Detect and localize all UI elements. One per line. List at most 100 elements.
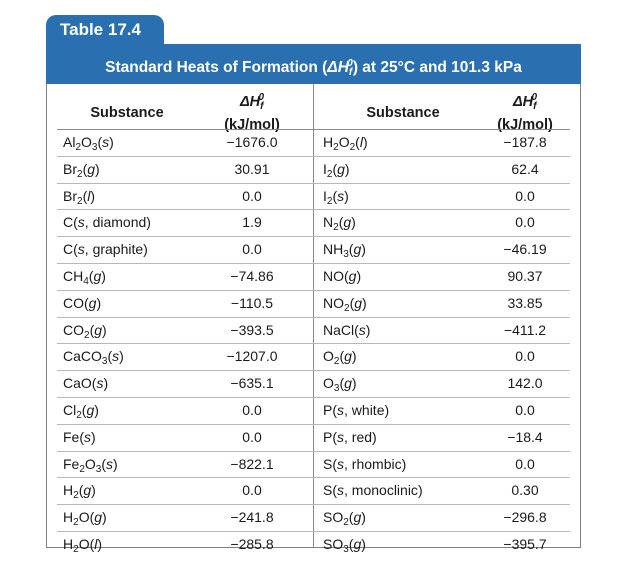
substance-right: NaCl(s) [323, 321, 371, 338]
header-delta-h-left-symbol: ΔH [239, 94, 261, 110]
header-delta-h-right-symbol: ΔH [512, 94, 534, 110]
header-substance-left-label: Substance [90, 105, 164, 121]
delta-h-left: 30.91 [234, 160, 270, 177]
delta-h-left: −635.1 [230, 375, 274, 392]
substance-left: C(s, diamond) [63, 214, 151, 231]
substance-left: Cl2(g) [63, 401, 99, 421]
table-body: Al2O3(s) −1676.0 H2O2(l) −187.8 Br2(g) 30.91 I… [57, 130, 570, 558]
table-title-sup: 0 [347, 58, 353, 69]
substance-right: SO2(g) [323, 509, 366, 529]
delta-h-left: 0.0 [242, 187, 262, 204]
table-label: Table 17.4 [60, 20, 141, 39]
delta-h-left: −74.86 [230, 267, 274, 284]
substance-right: S(s, monoclinic) [323, 482, 423, 499]
delta-h-right: −18.4 [507, 428, 543, 445]
table-row: C(s, diamond) 1.9 N2(g) 0.0 [57, 210, 570, 238]
delta-h-right: 142.0 [507, 375, 543, 392]
delta-h-left: −285.8 [230, 535, 274, 552]
delta-h-left: 0.0 [242, 401, 262, 418]
delta-h-right: 62.4 [511, 160, 539, 177]
delta-h-right: 0.0 [515, 401, 535, 418]
delta-h-left: −110.5 [230, 294, 274, 311]
table-label-tab: Table 17.4 [46, 15, 164, 45]
delta-h-right: 90.37 [507, 267, 543, 284]
delta-h-right: −46.19 [503, 241, 547, 258]
table-row: CaO(s) −635.1 O3(g) 142.0 [57, 371, 570, 398]
delta-h-left: −1676.0 [226, 134, 278, 150]
table-title-suffix: ) at 25°C and 101.3 kPa [352, 59, 522, 76]
table-row: CO2(g) −393.5 NaCl(s) −411.2 [57, 318, 570, 345]
table-row: CaCO3(s) −1207.0 O2(g) 0.0 [57, 344, 570, 372]
table-title-prefix: Standard Heats of Formation ( [105, 59, 328, 76]
substance-right: N2(g) [323, 214, 356, 234]
substance-right: H2O2(l) [323, 134, 368, 153]
substance-left: C(s, graphite) [63, 241, 148, 258]
substance-left: CaO(s) [63, 375, 109, 392]
substance-right: NH3(g) [323, 241, 366, 261]
header-substance-right: Substance [323, 84, 483, 136]
header-delta-h-left: ΔHf0 (kJ/mol) [197, 84, 307, 135]
header-delta-h-left-sub: f [260, 101, 264, 112]
substance-left: CaCO3(s) [63, 348, 124, 368]
substance-right: NO(g) [323, 267, 362, 284]
substance-left: H2O(l) [63, 535, 103, 555]
delta-h-left: 0.0 [242, 482, 262, 499]
table-row: Fe(s) 0.0 P(s, red) −18.4 [57, 425, 570, 452]
delta-h-right: 0.0 [515, 348, 535, 365]
substance-left: CO2(g) [63, 321, 107, 341]
substance-left: Br2(g) [63, 160, 100, 180]
delta-h-right: 0.0 [515, 187, 535, 204]
substance-left: CH4(g) [63, 267, 106, 287]
table-row: H2O(g) −241.8 SO2(g) −296.8 [57, 505, 570, 532]
delta-h-right: −395.7 [503, 535, 547, 552]
table-row: Cl2(g) 0.0 P(s, white) 0.0 [57, 398, 570, 425]
column-divider [313, 84, 314, 547]
table-row: H2(g) 0.0 S(s, monoclinic) 0.30 [57, 478, 570, 506]
substance-right: I2(s) [323, 187, 349, 207]
delta-h-left: −1207.0 [226, 348, 278, 365]
substance-right: SO3(g) [323, 535, 366, 555]
table-title-delta: Δ [327, 59, 338, 76]
delta-h-right: 0.0 [515, 214, 535, 231]
substance-right: O2(g) [323, 348, 357, 368]
header-delta-h-left-sup: 0 [258, 92, 265, 103]
substance-left: CO(g) [63, 294, 102, 311]
substance-left: H2(g) [63, 482, 96, 502]
substance-right: NO2(g) [323, 294, 367, 314]
table-row: C(s, graphite) 0.0 NH3(g) −46.19 [57, 237, 570, 264]
table-row: Al2O3(s) −1676.0 H2O2(l) −187.8 [57, 130, 570, 157]
header-delta-h-right-sub: f [533, 101, 537, 112]
delta-h-right: −187.8 [503, 134, 547, 150]
delta-h-right: 33.85 [507, 294, 543, 311]
substance-left: Fe(s) [63, 428, 96, 445]
delta-h-left: 1.9 [242, 214, 262, 231]
substance-right: O3(g) [323, 375, 357, 395]
delta-h-left: −822.1 [230, 455, 274, 472]
substance-right: I2(g) [323, 160, 350, 180]
header-substance-right-label: Substance [366, 105, 440, 121]
substance-right: P(s, red) [323, 428, 377, 445]
delta-h-right: −296.8 [503, 509, 547, 526]
table-row: Br2(g) 30.91 I2(g) 62.4 [57, 157, 570, 184]
substance-left: H2O(g) [63, 509, 107, 529]
header-delta-h-right-sup: 0 [531, 92, 538, 103]
table-row: CO(g) −110.5 NO2(g) 33.85 [57, 291, 570, 318]
delta-h-left: 0.0 [242, 241, 262, 258]
header-rule [57, 129, 570, 130]
header-substance-left: Substance [57, 84, 197, 136]
table-row: H2O(l) −285.8 SO3(g) −395.7 [57, 532, 570, 558]
delta-h-left: −393.5 [230, 321, 274, 338]
delta-h-right: −411.2 [503, 321, 547, 338]
table-title: Standard Heats of Formation (ΔHf0) at 25… [46, 44, 581, 84]
table-title-sub: f [348, 67, 353, 78]
delta-h-right: 0.30 [511, 482, 539, 499]
delta-h-right: 0.0 [515, 455, 535, 472]
substance-left: Fe2O3(s) [63, 455, 118, 475]
table-row: CH4(g) −74.86 NO(g) 90.37 [57, 264, 570, 291]
substance-right: S(s, rhombic) [323, 455, 407, 472]
delta-h-left: −241.8 [230, 509, 274, 526]
delta-h-left: 0.0 [242, 428, 262, 445]
substance-left: Br2(l) [63, 187, 96, 207]
table-row: Fe2O3(s) −822.1 S(s, rhombic) 0.0 [57, 452, 570, 479]
header-delta-h-right: ΔHf0 (kJ/mol) [475, 84, 575, 135]
